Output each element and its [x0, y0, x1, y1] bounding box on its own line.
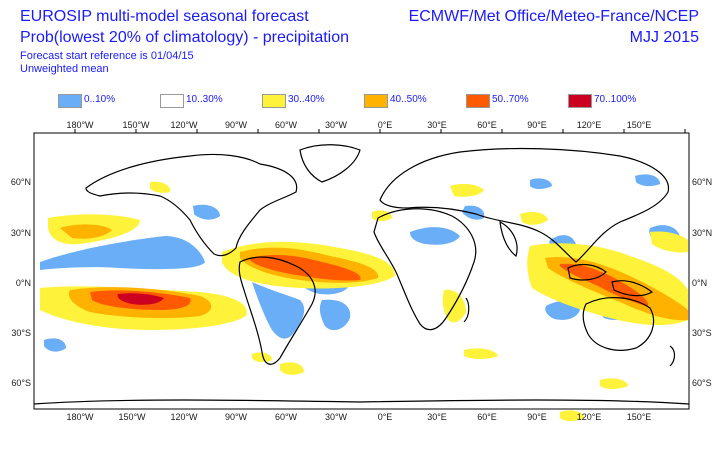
legend: 0..10% 10..30% 30..40% 40..50% 50..70% 7… — [0, 94, 723, 110]
lon-label: 90°W — [225, 412, 248, 422]
very-high-probability-regions — [117, 293, 164, 305]
lon-label: 120°W — [170, 412, 198, 422]
lon-label: 120°E — [577, 412, 602, 422]
coastline-outline — [33, 144, 690, 405]
lon-label: 180°W — [66, 120, 94, 130]
lon-label: 90°W — [225, 120, 248, 130]
legend-label: 40..50% — [390, 94, 427, 105]
lon-label: 30°E — [427, 120, 447, 130]
legend-label: 10..30% — [186, 94, 223, 105]
lon-label: 30°E — [427, 412, 447, 422]
lat-label: 0°N — [692, 278, 707, 288]
lat-label: 60°S — [692, 378, 712, 388]
lon-label: 60°E — [477, 412, 497, 422]
lon-label: 30°W — [325, 120, 348, 130]
legend-label: 30..40% — [288, 94, 325, 105]
lon-label: 60°W — [275, 120, 298, 130]
lat-label: 60°S — [11, 378, 31, 388]
lon-label: 0°E — [378, 120, 393, 130]
lon-label: 150°E — [627, 412, 652, 422]
lon-label: 180°W — [66, 412, 94, 422]
lon-label: 30°W — [325, 412, 348, 422]
lat-label: 30°N — [692, 228, 712, 238]
forecast-season: MJJ 2015 — [629, 29, 699, 46]
legend-label: 70..100% — [594, 94, 637, 105]
legend-swatch — [58, 94, 82, 108]
lat-label: 60°N — [11, 177, 31, 187]
legend-swatch — [466, 94, 490, 108]
lon-label: 90°E — [527, 412, 547, 422]
legend-swatch — [160, 94, 184, 108]
forecast-centres: ECMWF/Met Office/Meteo-France/NCEP — [408, 8, 699, 25]
lon-label: 120°E — [577, 120, 602, 130]
lon-ticks — [74, 129, 686, 133]
lat-label: 30°N — [11, 228, 31, 238]
legend-swatch — [262, 94, 286, 108]
lon-label: 60°E — [477, 120, 497, 130]
legend-swatch — [364, 94, 388, 108]
lon-label: 60°W — [275, 412, 298, 422]
legend-label: 0..10% — [84, 94, 116, 105]
map-title: EUROSIP multi-model seasonal forecast — [20, 8, 309, 25]
map-subtitle: Prob(lowest 20% of climatology) - precip… — [20, 29, 350, 46]
lon-labels-bottom: 180°W 150°W 120°W 90°W 60°W 30°W 0°E 30°… — [66, 412, 651, 422]
lat-labels-right: 60°N 30°N 0°N 30°S 60°S — [692, 177, 712, 388]
lon-label: 90°E — [527, 120, 547, 130]
lon-label: 120°W — [170, 120, 198, 130]
lat-labels-left: 60°N 30°N 0°N 30°S 60°S — [11, 177, 31, 388]
lon-label: 150°W — [122, 120, 150, 130]
lon-labels-top: 180°W 150°W 120°W 90°W 60°W 30°W 0°E 30°… — [66, 120, 651, 130]
lat-label: 0°N — [16, 278, 31, 288]
forecast-start-ref: Forecast start reference is 01/04/15 — [20, 50, 194, 62]
lat-label: 60°N — [692, 177, 712, 187]
lon-label: 150°W — [118, 412, 146, 422]
mean-type: Unweighted mean — [20, 63, 109, 75]
lat-label: 30°S — [11, 328, 31, 338]
legend-label: 50..70% — [492, 94, 529, 105]
lon-label: 150°E — [627, 120, 652, 130]
lat-label: 30°S — [692, 328, 712, 338]
legend-swatch — [568, 94, 592, 108]
lon-label: 0°E — [378, 412, 393, 422]
